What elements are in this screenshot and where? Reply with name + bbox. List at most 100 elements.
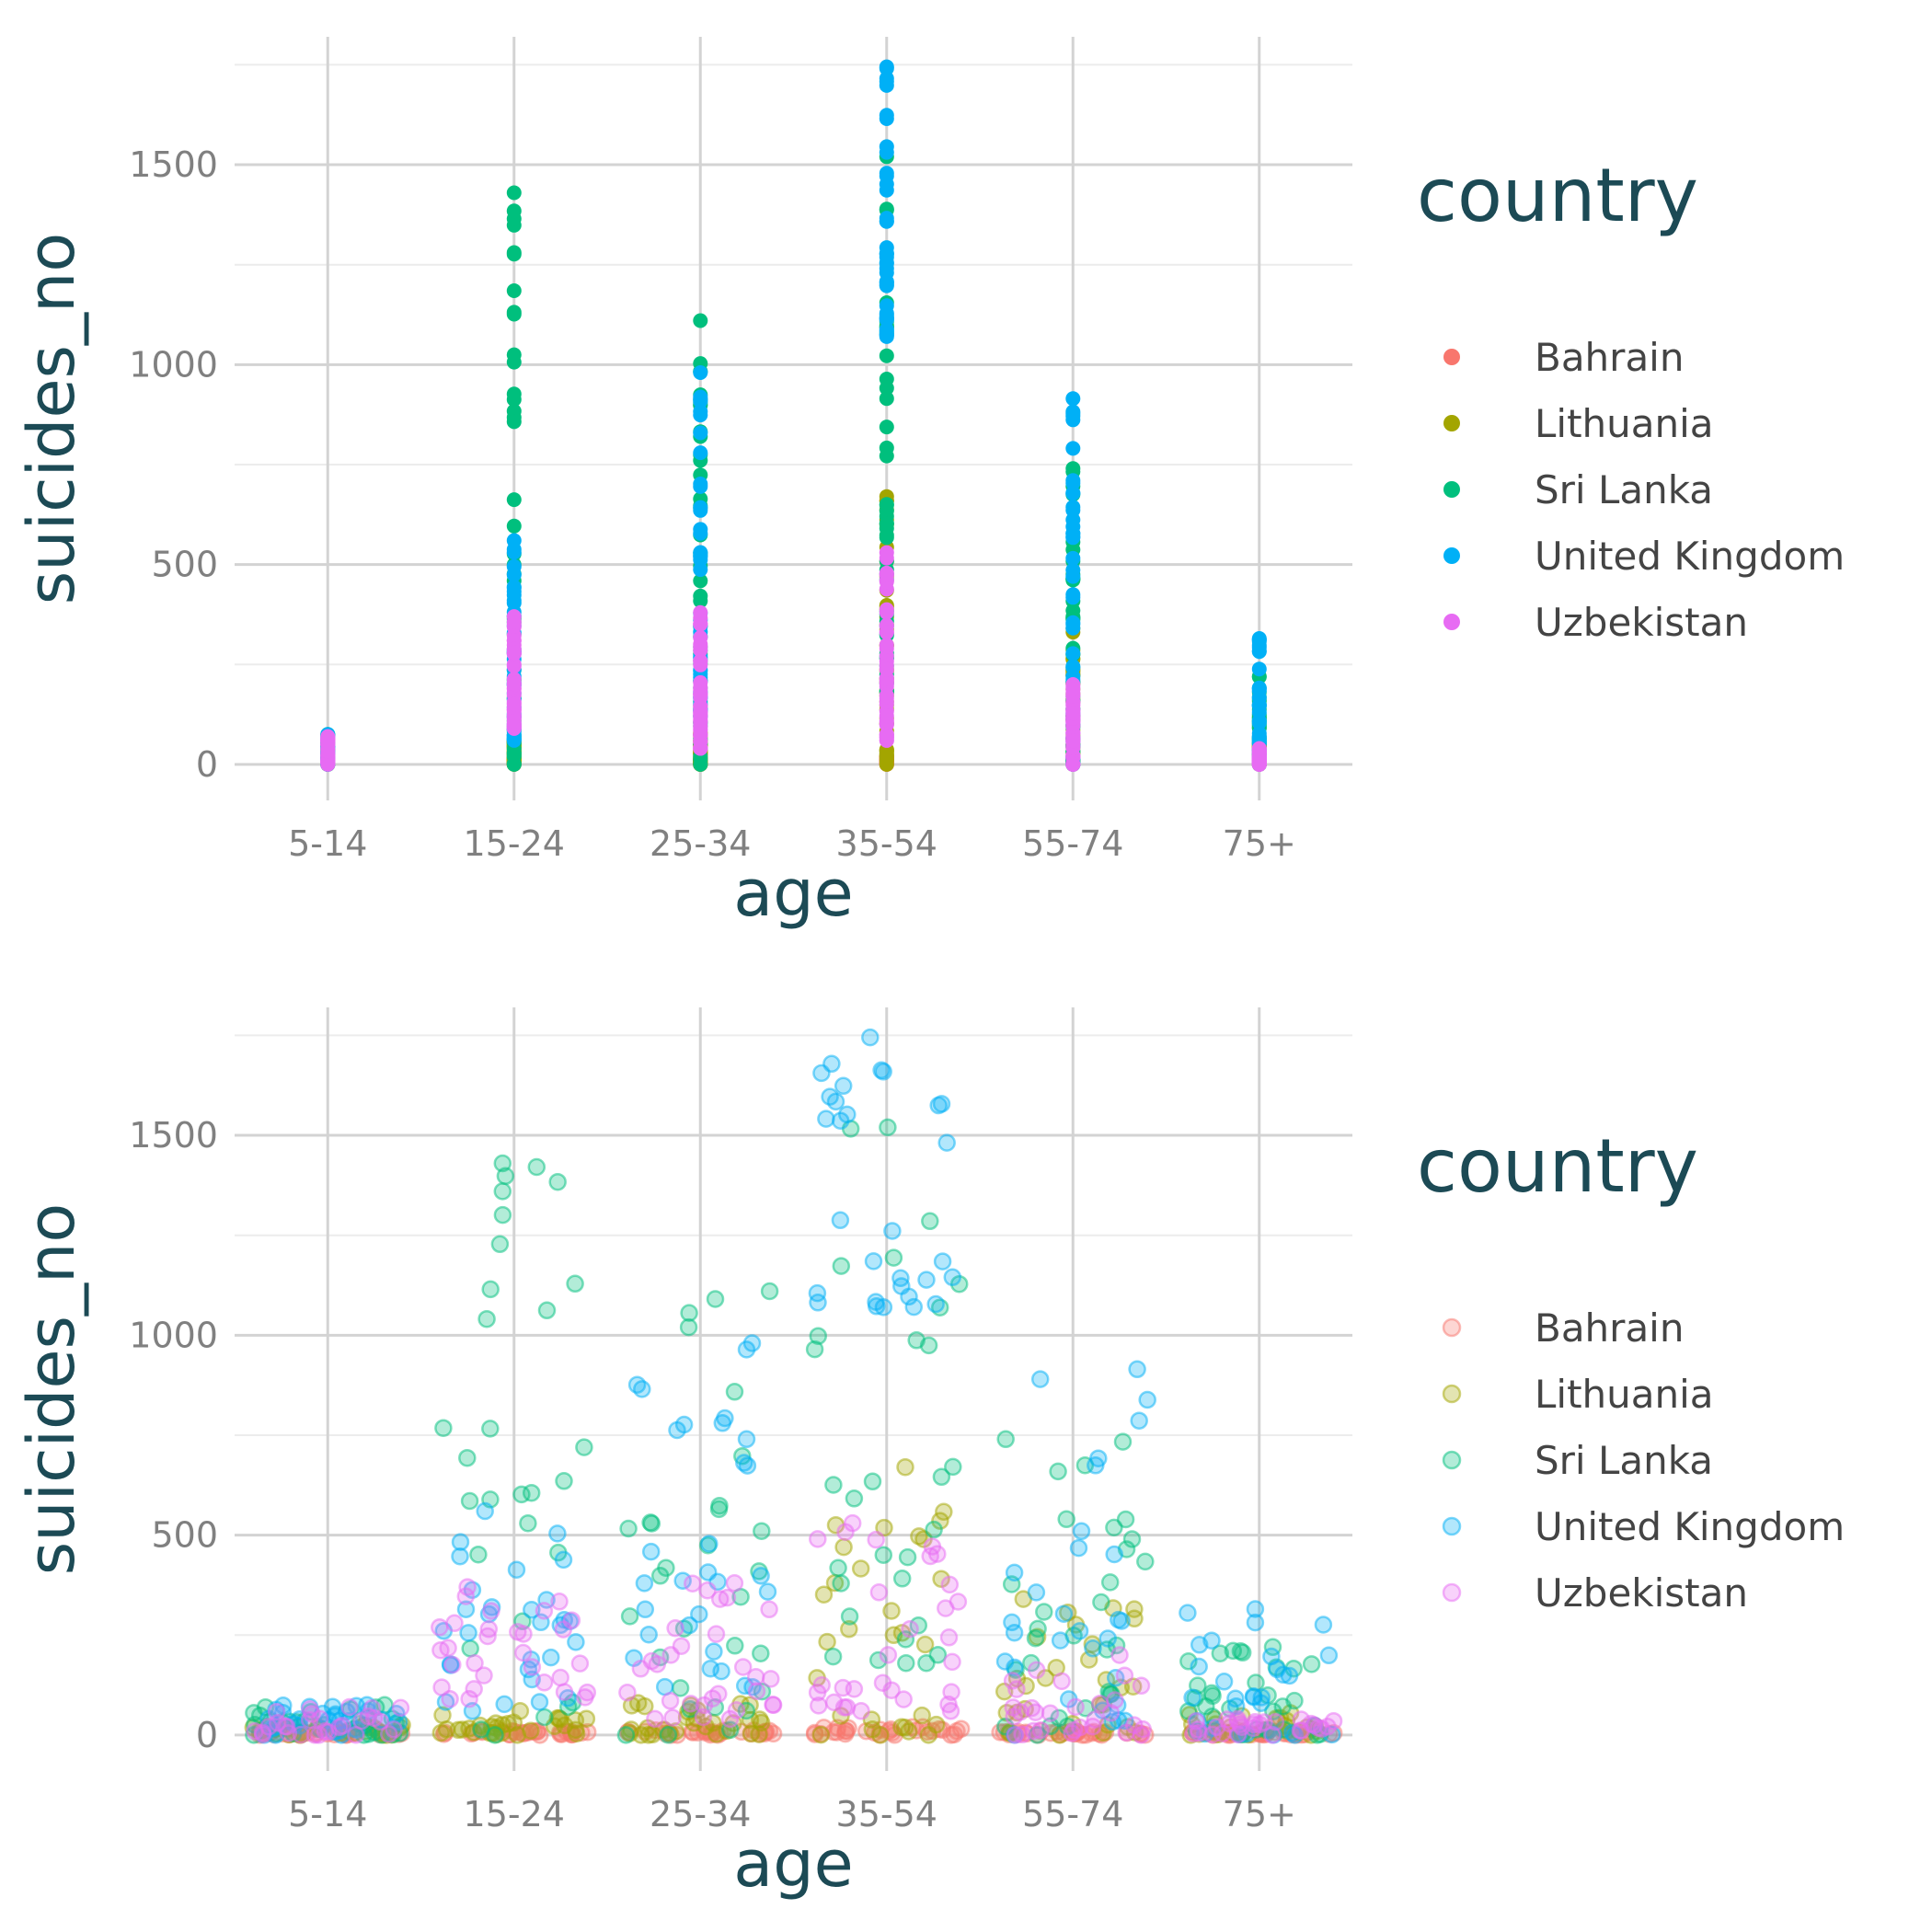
- point-uzbekistan: [709, 1685, 728, 1704]
- x-tick-label: 15-24: [464, 823, 565, 864]
- point-sri-lanka: [506, 386, 522, 402]
- point-united-kingdom: [456, 1600, 476, 1618]
- point-sri-lanka: [840, 1607, 859, 1626]
- y-tick-label: 1500: [129, 144, 218, 185]
- point-lithuania: [896, 1457, 914, 1477]
- point-uzbekistan: [513, 1643, 533, 1662]
- point-united-kingdom: [838, 1105, 857, 1124]
- legend-label: Sri Lanka: [1535, 1438, 1713, 1483]
- point-united-kingdom: [1065, 408, 1081, 424]
- point-sri-lanka: [506, 403, 522, 419]
- point-uzbekistan: [506, 714, 522, 730]
- point-sri-lanka: [874, 1546, 893, 1564]
- point-united-kingdom: [812, 1064, 831, 1083]
- legend-key: [1443, 547, 1460, 564]
- point-uzbekistan: [879, 708, 894, 724]
- point-sri-lanka: [706, 1290, 725, 1308]
- point-united-kingdom: [932, 1095, 951, 1113]
- point-uzbekistan: [879, 604, 894, 620]
- point-sri-lanka: [575, 1438, 593, 1456]
- point-lithuania: [840, 1620, 858, 1639]
- point-united-kingdom: [879, 311, 894, 327]
- point-sri-lanka: [884, 1248, 903, 1267]
- point-united-kingdom: [1130, 1411, 1148, 1430]
- point-uzbekistan: [1003, 1672, 1022, 1690]
- point-united-kingdom: [937, 1133, 956, 1152]
- point-united-kingdom: [831, 1211, 850, 1230]
- point-sri-lanka: [863, 1472, 882, 1491]
- x-tick-label: 5-14: [288, 1794, 367, 1834]
- legend-key: [1442, 1582, 1462, 1603]
- point-uzbekistan: [1189, 1720, 1208, 1739]
- point-united-kingdom: [1280, 1666, 1299, 1685]
- point-uzbekistan: [1052, 1672, 1071, 1691]
- point-uzbekistan: [1065, 682, 1081, 697]
- point-uzbekistan: [693, 690, 708, 706]
- point-uzbekistan: [506, 645, 522, 661]
- point-united-kingdom: [1314, 1616, 1333, 1634]
- point-uzbekistan: [276, 1717, 294, 1736]
- point-sri-lanka: [458, 1448, 477, 1467]
- point-united-kingdom: [701, 1659, 720, 1678]
- y-tick-label: 500: [151, 545, 218, 585]
- point-sri-lanka: [1203, 1686, 1222, 1706]
- point-uzbekistan: [1208, 1718, 1226, 1737]
- point-uzbekistan: [631, 1660, 650, 1678]
- point-uzbekistan: [940, 1575, 960, 1594]
- point-sri-lanka: [642, 1514, 661, 1533]
- point-uzbekistan: [259, 1718, 278, 1736]
- point-united-kingdom: [1319, 1646, 1339, 1665]
- point-sri-lanka: [1233, 1643, 1252, 1662]
- point-sri-lanka: [868, 1650, 888, 1670]
- point-united-kingdom: [693, 365, 708, 380]
- point-lithuania: [926, 1715, 946, 1734]
- point-uzbekistan: [466, 1654, 484, 1673]
- point-united-kingdom: [1065, 502, 1081, 518]
- point-uzbekistan: [1318, 1718, 1337, 1736]
- point-sri-lanka: [823, 1647, 843, 1666]
- point-united-kingdom: [668, 1420, 686, 1440]
- x-axis-title: age: [733, 856, 853, 931]
- point-uzbekistan: [684, 1574, 702, 1593]
- point-united-kingdom: [1006, 1658, 1024, 1677]
- legend-label: Uzbekistan: [1535, 1570, 1748, 1616]
- point-lithuania: [567, 1724, 586, 1743]
- point-sri-lanka: [496, 1167, 515, 1186]
- point-uzbekistan: [698, 1581, 717, 1600]
- point-uzbekistan: [661, 1646, 680, 1664]
- point-united-kingdom: [1065, 441, 1081, 456]
- point-uzbekistan: [482, 1602, 500, 1620]
- point-sri-lanka: [506, 185, 522, 201]
- point-uzbekistan: [661, 1692, 680, 1710]
- point-uzbekistan: [879, 729, 894, 744]
- point-united-kingdom: [523, 1601, 541, 1619]
- point-uzbekistan: [432, 1678, 451, 1696]
- point-uzbekistan: [943, 1652, 961, 1672]
- point-united-kingdom: [1030, 1370, 1050, 1388]
- panel-1: 0 500 1000 1500 5-14 15-24 25-34 35-54 55-74 75+ a…: [14, 37, 1845, 931]
- point-lithuania: [636, 1696, 654, 1716]
- point-united-kingdom: [821, 1087, 839, 1106]
- x-tick-label: 35-54: [836, 1794, 937, 1834]
- point-uzbekistan: [506, 615, 522, 629]
- point-uzbekistan: [1133, 1719, 1152, 1739]
- point-uzbekistan: [879, 568, 894, 582]
- point-sri-lanka: [566, 1274, 584, 1294]
- point-sri-lanka: [753, 1522, 771, 1540]
- point-uzbekistan: [834, 1698, 854, 1717]
- point-uzbekistan: [1007, 1680, 1026, 1698]
- point-sri-lanka: [506, 492, 522, 508]
- point-united-kingdom: [1065, 391, 1081, 407]
- points: [244, 1028, 1343, 1744]
- point-sri-lanka: [548, 1172, 567, 1191]
- point-uzbekistan: [762, 1670, 780, 1688]
- point-united-kingdom: [1027, 1583, 1046, 1602]
- point-sri-lanka: [1026, 1628, 1045, 1648]
- point-uzbekistan: [733, 1658, 753, 1676]
- panel-2: 0 500 1000 1500 5-14 15-24 25-34 35-54 55-74 75+ a…: [14, 1007, 1845, 1902]
- point-united-kingdom: [451, 1547, 469, 1566]
- point-uzbekistan: [894, 1690, 913, 1708]
- point-sri-lanka: [892, 1570, 912, 1588]
- legend-label: Uzbekistan: [1535, 600, 1748, 645]
- point-united-kingdom: [554, 1550, 573, 1570]
